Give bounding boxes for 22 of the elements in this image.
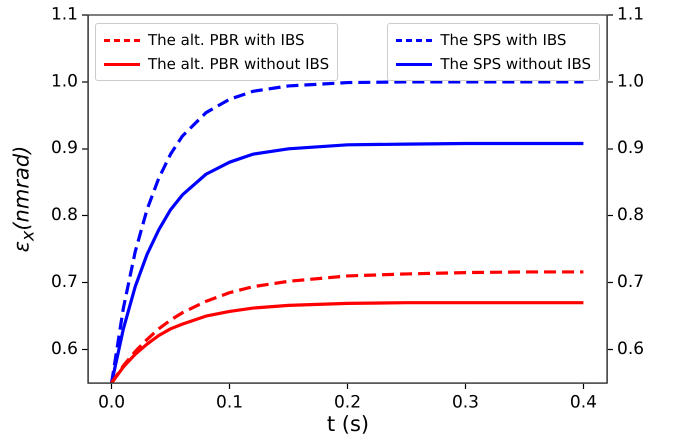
- legend-label: The SPS with IBS: [440, 31, 566, 49]
- y2-tick-label: 0.7: [617, 272, 644, 292]
- y2-tick-label: 1.0: [617, 71, 644, 92]
- y-tick-label: 0.8: [50, 205, 78, 226]
- x-tick-label: 0.2: [334, 392, 362, 413]
- y-tick-label: 1.1: [50, 4, 78, 24]
- y2-tick-label: 1.1: [617, 4, 644, 24]
- y2-tick-label: 0.6: [617, 338, 644, 359]
- legend-label: The alt. PBR without IBS: [148, 55, 330, 73]
- y-tick-label: 0.6: [50, 338, 78, 359]
- y2-tick-label: 0.8: [617, 205, 644, 226]
- x-tick-label: 0.4: [570, 392, 597, 413]
- x-axis-title: t (s): [326, 412, 370, 436]
- legend-label: The alt. PBR with IBS: [148, 31, 305, 49]
- y-tick-label: 0.9: [50, 138, 78, 158]
- x-tick-label: 0.1: [216, 392, 244, 413]
- x-tick-label: 0.0: [98, 392, 126, 413]
- legend-label: The SPS without IBS: [440, 55, 591, 73]
- y-tick-label: 1.0: [50, 71, 78, 92]
- y-tick-label: 0.7: [50, 272, 78, 292]
- y2-tick-label: 0.9: [617, 138, 644, 158]
- x-tick-label: 0.3: [452, 392, 479, 413]
